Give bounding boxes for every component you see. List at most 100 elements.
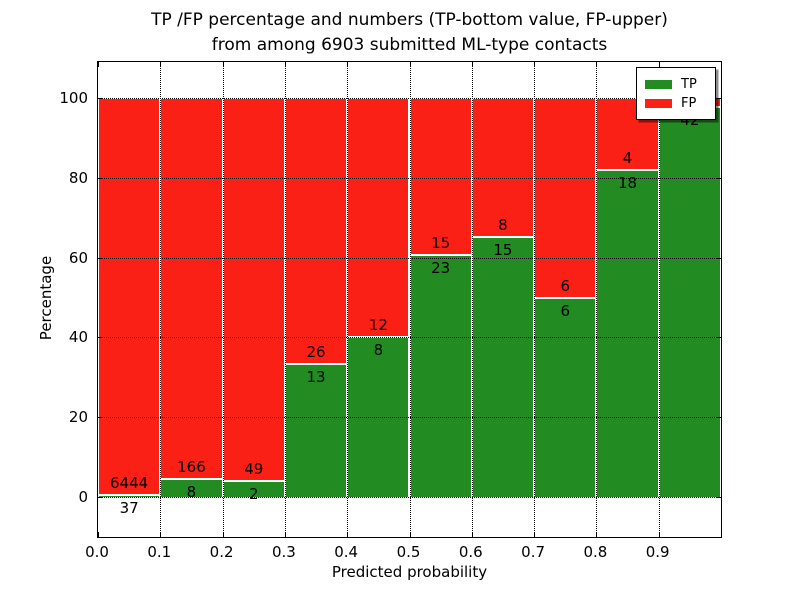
y-tick-mark [716, 497, 721, 499]
x-tick-mark [222, 532, 224, 537]
x-tick-mark [658, 532, 660, 537]
x-tick-mark [596, 532, 598, 537]
legend: TP FP [636, 67, 716, 120]
bar-segment-fp [534, 97, 597, 298]
fp-count-label: 166 [177, 457, 206, 476]
gridline-vertical [284, 62, 286, 537]
fp-count-label: 49 [244, 460, 264, 479]
y-tick-mark [716, 417, 721, 419]
fp-count-label: 12 [368, 316, 388, 335]
y-tick-mark [98, 177, 103, 179]
gridline-vertical [534, 62, 536, 537]
gridline-horizontal [98, 257, 721, 259]
x-tick-mark [596, 62, 598, 67]
gridline-horizontal [98, 337, 721, 339]
x-tick-mark [222, 62, 224, 67]
gridline-vertical [222, 62, 224, 537]
x-tick-mark [284, 62, 286, 67]
fp-count-label: 6 [560, 276, 571, 295]
fp-count-label: 8 [498, 215, 508, 234]
y-tick-mark [716, 257, 721, 259]
x-tick-mark [658, 62, 660, 67]
y-tick-mark [98, 497, 103, 499]
x-tick-label: 0.0 [85, 543, 109, 561]
legend-swatch-fp [645, 99, 672, 108]
tp-count-label: 2 [248, 485, 259, 504]
x-tick-mark [347, 62, 349, 67]
gridline-horizontal [98, 497, 721, 499]
y-tick-label: 0 [78, 488, 88, 507]
bar-segment-fp [471, 97, 535, 237]
legend-label-fp: FP [681, 96, 697, 111]
x-tick-mark [534, 532, 536, 537]
gridline-vertical [409, 62, 411, 537]
chart-title: TP /FP percentage and numbers (TP-bottom… [97, 8, 722, 58]
bar-segment-tp [596, 170, 659, 498]
tp-count-label: 8 [186, 482, 197, 501]
gridline-vertical [471, 62, 473, 537]
x-tick-label: 0.2 [209, 543, 234, 561]
bar-segment-fp [347, 97, 410, 338]
bar-segment-tp [98, 494, 161, 498]
x-tick-mark [284, 532, 286, 537]
gridline-vertical [658, 62, 660, 537]
x-tick-mark [160, 62, 162, 67]
x-tick-mark [409, 62, 411, 67]
y-tick-label: 40 [68, 328, 88, 347]
legend-item-tp: TP [645, 77, 707, 92]
gridline-vertical [347, 62, 349, 537]
x-tick-label: 0.1 [147, 543, 172, 561]
y-axis-label: Percentage [37, 255, 55, 341]
y-tick-mark [98, 337, 103, 339]
gridline-vertical [160, 62, 162, 537]
fp-count-label: 6444 [110, 473, 149, 492]
gridline-vertical [596, 62, 598, 537]
bar-segment-tp [658, 107, 721, 498]
x-tick-mark [347, 532, 349, 537]
bar-segment-fp [222, 97, 285, 482]
x-tick-mark [409, 532, 411, 537]
x-tick-label: 0.9 [645, 543, 670, 561]
tp-count-label: 37 [119, 498, 139, 517]
gridline-horizontal [98, 177, 721, 179]
fp-count-label: 15 [431, 234, 451, 253]
y-tick-mark [716, 97, 721, 99]
fp-count-label: 26 [306, 343, 326, 362]
x-tick-mark [98, 62, 99, 67]
y-tick-mark [716, 337, 721, 339]
x-tick-label: 0.7 [521, 543, 546, 561]
fp-count-label: 4 [622, 149, 633, 168]
y-tick-label: 60 [68, 248, 88, 267]
bar-segment-fp [98, 97, 161, 495]
bar-segment-tp [409, 255, 472, 498]
bar-segment-fp [409, 97, 472, 256]
y-tick-mark [716, 177, 721, 179]
y-tick-mark [98, 417, 103, 419]
y-tick-mark [98, 257, 103, 259]
tp-count-label: 13 [306, 368, 326, 387]
bar-segment-tp [534, 297, 597, 498]
x-tick-label: 0.3 [271, 543, 296, 561]
bar-segment-tp [284, 364, 348, 498]
gridline-horizontal [98, 97, 721, 99]
legend-label-tp: TP [681, 77, 697, 92]
x-tick-mark [98, 532, 99, 537]
bar-segment-fp [284, 97, 348, 365]
x-tick-label: 0.6 [458, 543, 483, 561]
bar-segment-tp [471, 236, 535, 498]
x-tick-mark [471, 62, 473, 67]
y-tick-label: 100 [59, 88, 88, 107]
tp-count-label: 15 [493, 240, 513, 259]
bar-segment-fp [160, 97, 223, 479]
y-tick-label: 20 [68, 408, 88, 427]
tp-count-label: 8 [373, 341, 384, 360]
x-tick-label: 0.8 [583, 543, 608, 561]
tp-count-label: 23 [431, 259, 451, 278]
plot-area: TP FP 6444 37 166 8 49 2 26 13 12 8 15 23 8 15 6 6 4 18 42 [97, 61, 722, 538]
x-axis-label: Predicted probability [331, 563, 488, 581]
legend-item-fp: FP [645, 96, 707, 111]
x-tick-mark [160, 532, 162, 537]
legend-swatch-tp [645, 80, 672, 89]
tp-count-label: 6 [560, 301, 571, 320]
